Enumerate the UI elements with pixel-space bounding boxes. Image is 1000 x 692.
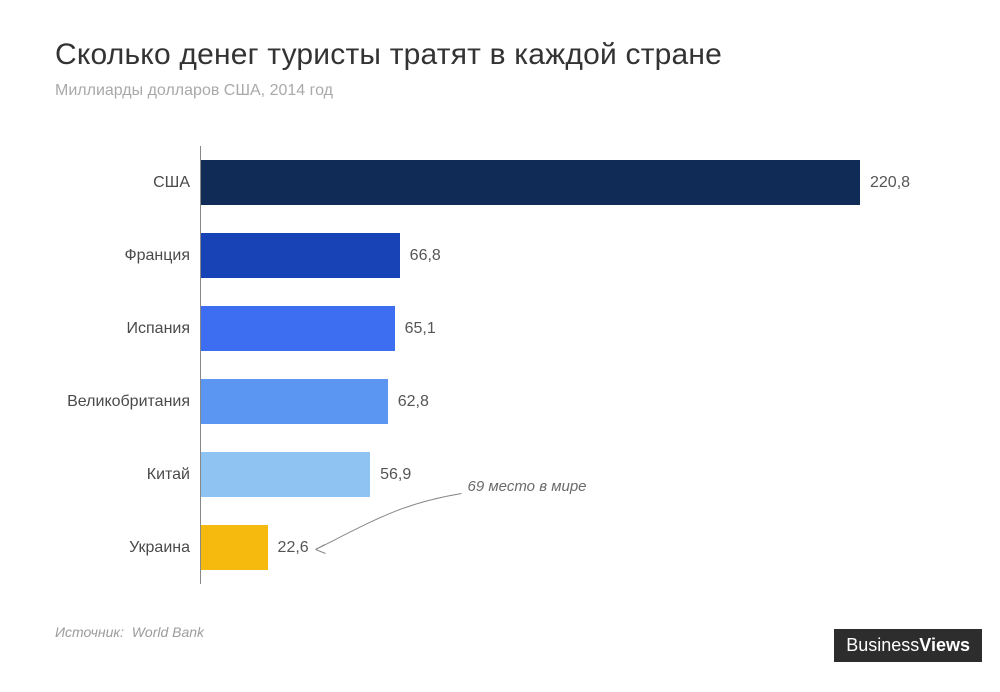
source-name: World Bank bbox=[132, 624, 204, 640]
brand-logo: BusinessViews bbox=[834, 629, 982, 662]
annotation-arrow-icon bbox=[0, 140, 1000, 692]
chart-canvas: Сколько денег туристы тратят в каждой ст… bbox=[0, 0, 1000, 692]
source-citation: Источник: World Bank bbox=[55, 624, 204, 640]
logo-light: Business bbox=[846, 635, 919, 655]
chart-subtitle: Миллиарды долларов США, 2014 год bbox=[55, 82, 333, 100]
logo-bold: Views bbox=[919, 635, 970, 655]
chart-title: Сколько денег туристы тратят в каждой ст… bbox=[55, 38, 722, 72]
chart-plot-area: США220,8Франция66,8Испания65,1Великобрит… bbox=[0, 140, 1000, 600]
source-prefix: Источник: bbox=[55, 624, 124, 640]
